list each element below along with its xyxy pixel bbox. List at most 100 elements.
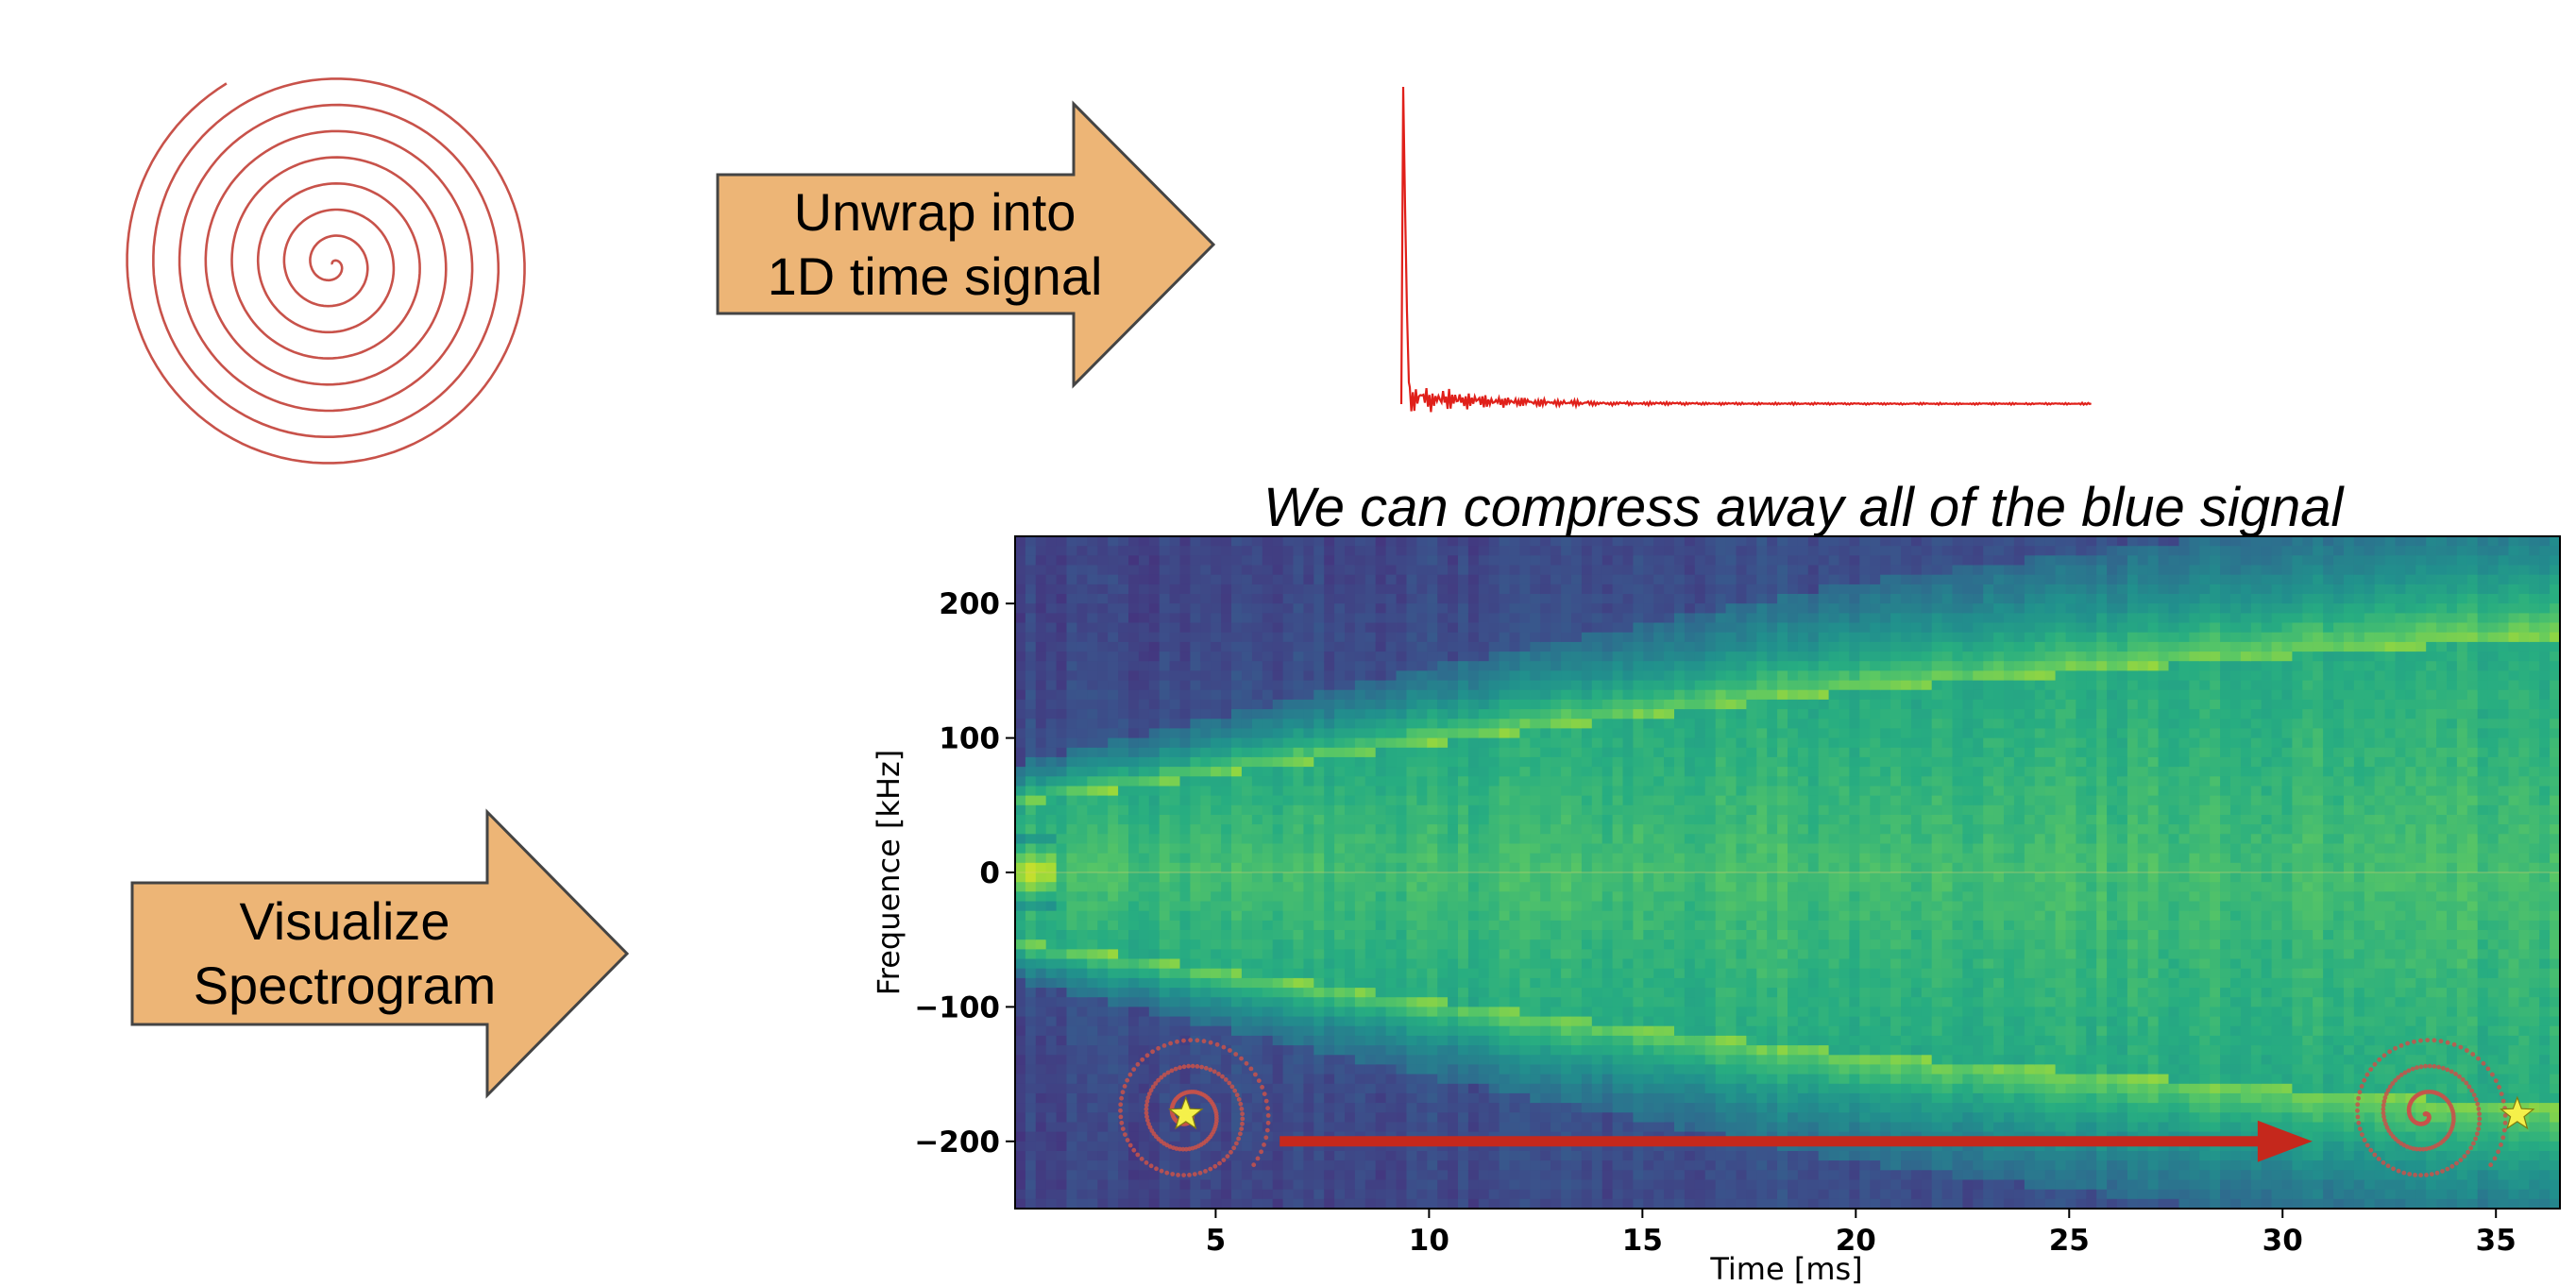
heatmap-cell — [1200, 613, 1212, 624]
heatmap-cell — [1715, 1025, 1727, 1037]
heatmap-cell — [1200, 977, 1212, 989]
heatmap-cell — [1551, 719, 1562, 730]
heatmap-cell — [1643, 920, 1654, 931]
heatmap-cell — [1653, 1083, 1665, 1094]
heatmap-cell — [1045, 988, 1058, 999]
heatmap-cell — [1633, 603, 1645, 615]
heatmap-cell — [1364, 756, 1377, 768]
heatmap-cell — [1591, 834, 1603, 845]
heatmap-cell — [1704, 699, 1717, 710]
heatmap-cell — [1437, 862, 1449, 873]
heatmap-cell — [1025, 1074, 1037, 1085]
heatmap-cell — [1056, 804, 1068, 816]
heatmap-cell — [1076, 1151, 1089, 1161]
heatmap-cell — [1148, 1025, 1161, 1037]
heatmap-cell — [1190, 1025, 1202, 1037]
heatmap-cell — [1303, 824, 1315, 836]
heatmap-cell — [1715, 719, 1727, 730]
heatmap-cell — [1674, 1122, 1686, 1133]
heatmap-cell — [1015, 1045, 1026, 1057]
heatmap-cell — [1612, 1170, 1624, 1181]
heatmap-cell — [1159, 622, 1171, 634]
heatmap-cell — [1591, 584, 1603, 595]
heatmap-cell — [1704, 901, 1717, 912]
heatmap-cell — [1571, 843, 1583, 855]
heatmap-cell — [1725, 1055, 1737, 1066]
heatmap-cell — [1653, 1025, 1665, 1037]
heatmap-cell — [1345, 584, 1356, 595]
heatmap-cell — [1179, 603, 1192, 615]
heatmap-cell — [1622, 1083, 1635, 1094]
heatmap-cell — [1694, 958, 1706, 970]
heatmap-cell — [1684, 834, 1696, 845]
heatmap-cell — [1066, 815, 1078, 825]
heatmap-cell — [1540, 1074, 1551, 1085]
heatmap-cell — [1375, 747, 1387, 758]
heatmap-cell — [1664, 1074, 1675, 1085]
heatmap-cell — [1571, 891, 1583, 903]
heatmap-cell — [1478, 1189, 1490, 1200]
heatmap-cell — [1406, 1007, 1418, 1018]
unwrap-label-line1: Unwrap into — [793, 181, 1076, 242]
heatmap-cell — [1097, 920, 1109, 931]
heatmap-cell — [1231, 1198, 1243, 1209]
heatmap-cell — [1612, 872, 1624, 883]
heatmap-cell — [1324, 901, 1335, 912]
heatmap-cell — [1396, 622, 1408, 634]
heatmap-cell — [1169, 737, 1181, 749]
heatmap-cell — [1736, 767, 1748, 778]
heatmap-cell — [1025, 1112, 1037, 1124]
heatmap-cell — [1241, 824, 1253, 836]
heatmap-cell — [1076, 786, 1089, 797]
heatmap-cell — [1509, 709, 1521, 720]
heatmap-cell — [1704, 939, 1717, 951]
heatmap-cell — [1138, 651, 1150, 663]
heatmap-cell — [1694, 1074, 1706, 1085]
heatmap-cell — [1375, 1092, 1387, 1104]
heatmap-cell — [1571, 1064, 1583, 1075]
heatmap-cell — [1509, 1198, 1521, 1209]
heatmap-cell — [1448, 1103, 1459, 1114]
heatmap-cell — [1025, 776, 1037, 787]
heatmap-cell — [1200, 622, 1212, 634]
heatmap-cell — [1519, 555, 1532, 567]
heatmap-cell — [1519, 1074, 1532, 1085]
heatmap-cell — [1148, 1141, 1161, 1152]
heatmap-cell — [1448, 699, 1459, 710]
heatmap-cell — [1540, 719, 1551, 730]
heatmap-cell — [1087, 728, 1098, 739]
heatmap-cell — [1437, 1035, 1449, 1046]
heatmap-cell — [1262, 815, 1274, 825]
heatmap-cell — [1231, 603, 1243, 615]
heatmap-cell — [1478, 1122, 1490, 1133]
heatmap-cell — [1509, 862, 1521, 873]
heatmap-cell — [1313, 795, 1325, 806]
heatmap-cell — [1272, 1198, 1284, 1209]
heatmap-cell — [1262, 1064, 1274, 1075]
heatmap-cell — [1427, 546, 1438, 557]
heatmap-cell — [1467, 1122, 1480, 1133]
heatmap-cell — [1633, 661, 1645, 672]
heatmap-cell — [1293, 670, 1305, 682]
heatmap-cell — [1467, 786, 1480, 797]
heatmap-cell — [1179, 949, 1192, 960]
heatmap-cell — [1097, 1064, 1109, 1075]
heatmap-cell — [1664, 968, 1675, 979]
heatmap-cell — [1509, 632, 1521, 643]
heatmap-cell — [1478, 1035, 1490, 1046]
heatmap-cell — [1354, 1092, 1366, 1104]
heatmap-cell — [1530, 680, 1541, 691]
heatmap-cell — [1633, 834, 1645, 845]
heatmap-cell — [1148, 815, 1161, 825]
heatmap-cell — [1076, 795, 1089, 806]
heatmap-cell — [1581, 1189, 1593, 1200]
heatmap-cell — [1602, 776, 1614, 787]
heatmap-cell — [1025, 767, 1037, 778]
heatmap-cell — [1612, 1151, 1624, 1161]
heatmap-cell — [1715, 1035, 1727, 1046]
heatmap-cell — [1262, 977, 1274, 989]
heatmap-cell — [1674, 1103, 1686, 1114]
heatmap-cell — [1087, 555, 1098, 567]
heatmap-cell — [1427, 1160, 1438, 1172]
heatmap-cell — [1488, 1074, 1500, 1085]
